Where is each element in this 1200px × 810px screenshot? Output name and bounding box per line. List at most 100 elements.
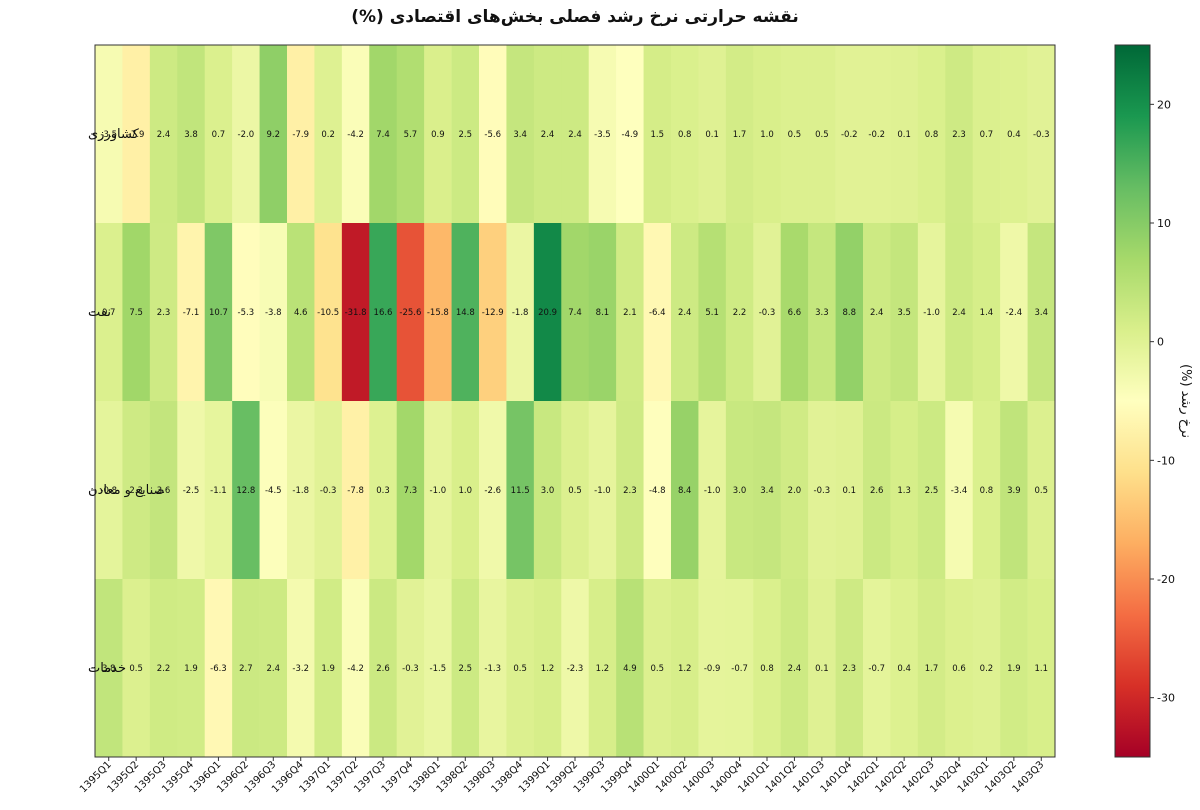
cell-value-label: -7.9 <box>292 130 309 140</box>
cell-value-label: -0.3 <box>759 308 776 318</box>
cell-value-label: -7.9 <box>128 130 145 140</box>
heatmap-cell <box>287 45 315 224</box>
cell-value-label: 2.4 <box>870 308 884 318</box>
cell-value-label: -12.9 <box>482 308 504 318</box>
heatmap-cell <box>479 45 507 224</box>
y-tick-label: نفت <box>88 305 111 320</box>
cell-value-label: -2.6 <box>484 486 501 496</box>
cell-value-label: 0.6 <box>952 664 966 674</box>
heatmap-cell <box>753 45 782 224</box>
cell-value-label: 1.7 <box>925 664 939 674</box>
cell-value-label: 2.5 <box>925 486 939 496</box>
heatmap-cell <box>232 45 260 224</box>
cell-value-label: 0.8 <box>925 130 939 140</box>
cell-value-label: -4.5 <box>265 486 282 496</box>
heatmap-cell <box>424 401 452 580</box>
heatmap-cell <box>616 223 644 402</box>
heatmap-cell <box>972 223 1001 402</box>
cell-value-label: 2.7 <box>239 664 253 674</box>
heatmap-cell <box>479 223 507 402</box>
cell-value-label: 0.1 <box>897 130 911 140</box>
cell-value-label: 0.7 <box>980 130 994 140</box>
cell-value-label: 0.8 <box>678 130 692 140</box>
cell-value-label: 0.2 <box>980 664 994 674</box>
heatmap-cell <box>588 45 617 224</box>
heatmap-cell <box>149 45 178 224</box>
heatmap-cell <box>616 401 644 580</box>
heatmap-cell <box>506 45 535 224</box>
heatmap-cell <box>890 401 919 580</box>
heatmap-cells <box>95 45 1056 758</box>
cell-value-label: 1.5 <box>651 130 665 140</box>
heatmap-cell <box>698 579 727 758</box>
cell-value-label: 1.1 <box>1035 664 1049 674</box>
heatmap-cell <box>341 45 370 224</box>
heatmap-cell <box>972 579 1001 758</box>
cell-value-label: -6.4 <box>649 308 666 318</box>
cell-value-label: 1.2 <box>596 664 610 674</box>
cell-value-label: 8.1 <box>596 308 610 318</box>
cell-value-label: 1.4 <box>980 308 994 318</box>
cell-value-label: 2.4 <box>952 308 966 318</box>
colorbar-tick-label: -30 <box>1157 692 1175 705</box>
cell-value-label: 2.0 <box>788 486 802 496</box>
heatmap-cell <box>835 401 864 580</box>
cell-value-label: 0.5 <box>568 486 582 496</box>
heatmap-cell <box>917 401 946 580</box>
heatmap-cell <box>753 223 782 402</box>
cell-value-label: 7.5 <box>129 308 143 318</box>
heatmap-cell <box>369 401 398 580</box>
heatmap-cell <box>287 401 315 580</box>
cell-value-label: 10.7 <box>209 308 228 318</box>
heatmap-cell <box>479 401 507 580</box>
cell-value-label: 2.3 <box>157 308 171 318</box>
cell-value-label: 9.2 <box>267 130 281 140</box>
cell-value-label: -1.8 <box>512 308 529 318</box>
heatmap-cell <box>808 45 836 224</box>
heatmap-cell <box>95 579 123 758</box>
cell-value-label: 1.7 <box>733 130 747 140</box>
cell-value-label: 0.5 <box>513 664 527 674</box>
cell-value-label: -10.5 <box>317 308 339 318</box>
heatmap-cell <box>1027 579 1056 758</box>
cell-value-label: 0.1 <box>843 486 857 496</box>
heatmap-cell <box>1000 579 1028 758</box>
heatmap-cell <box>177 45 206 224</box>
heatmap-cell <box>506 579 535 758</box>
cell-value-label: 4.9 <box>623 664 637 674</box>
cell-value-label: 1.0 <box>459 486 473 496</box>
cell-value-label: -31.8 <box>345 308 367 318</box>
cell-value-label: 8.8 <box>843 308 857 318</box>
heatmap-cell <box>259 579 288 758</box>
heatmap-cell <box>588 401 617 580</box>
heatmap-cell <box>451 223 480 402</box>
heatmap-cell <box>1027 401 1056 580</box>
cell-value-label: -1.0 <box>923 308 940 318</box>
cell-value-labels: -3.5 -7.9 2.4 3.8 0.7 -2.0 9.2 -7.9 0.2 -4.2 7.4 5.… <box>100 130 1049 674</box>
heatmap-cell <box>314 401 343 580</box>
heatmap-cell <box>616 45 644 224</box>
heatmap-cell <box>835 223 864 402</box>
cell-value-label: 0.2 <box>321 130 335 140</box>
heatmap-cell <box>863 223 891 402</box>
cell-value-label: 2.6 <box>376 664 390 674</box>
cell-value-label: -1.0 <box>594 486 611 496</box>
cell-value-label: 3.0 <box>733 486 747 496</box>
heatmap-cell <box>1000 223 1028 402</box>
heatmap-cell <box>835 579 864 758</box>
cell-value-label: 0.5 <box>815 130 829 140</box>
cell-value-label: 2.1 <box>623 308 637 318</box>
heatmap-cell <box>95 45 123 224</box>
cell-value-label: -0.2 <box>841 130 858 140</box>
heatmap-cell <box>725 45 754 224</box>
cell-value-label: 0.1 <box>705 130 719 140</box>
cell-value-label: -3.2 <box>292 664 309 674</box>
cell-value-label: 1.9 <box>1007 664 1021 674</box>
cell-value-label: 2.4 <box>267 664 281 674</box>
heatmap-cell <box>643 223 672 402</box>
heatmap-cell <box>780 579 809 758</box>
heatmap-cell <box>780 401 809 580</box>
heatmap-cell <box>972 45 1001 224</box>
heatmap-cell <box>698 223 727 402</box>
heatmap-cell <box>122 579 151 758</box>
